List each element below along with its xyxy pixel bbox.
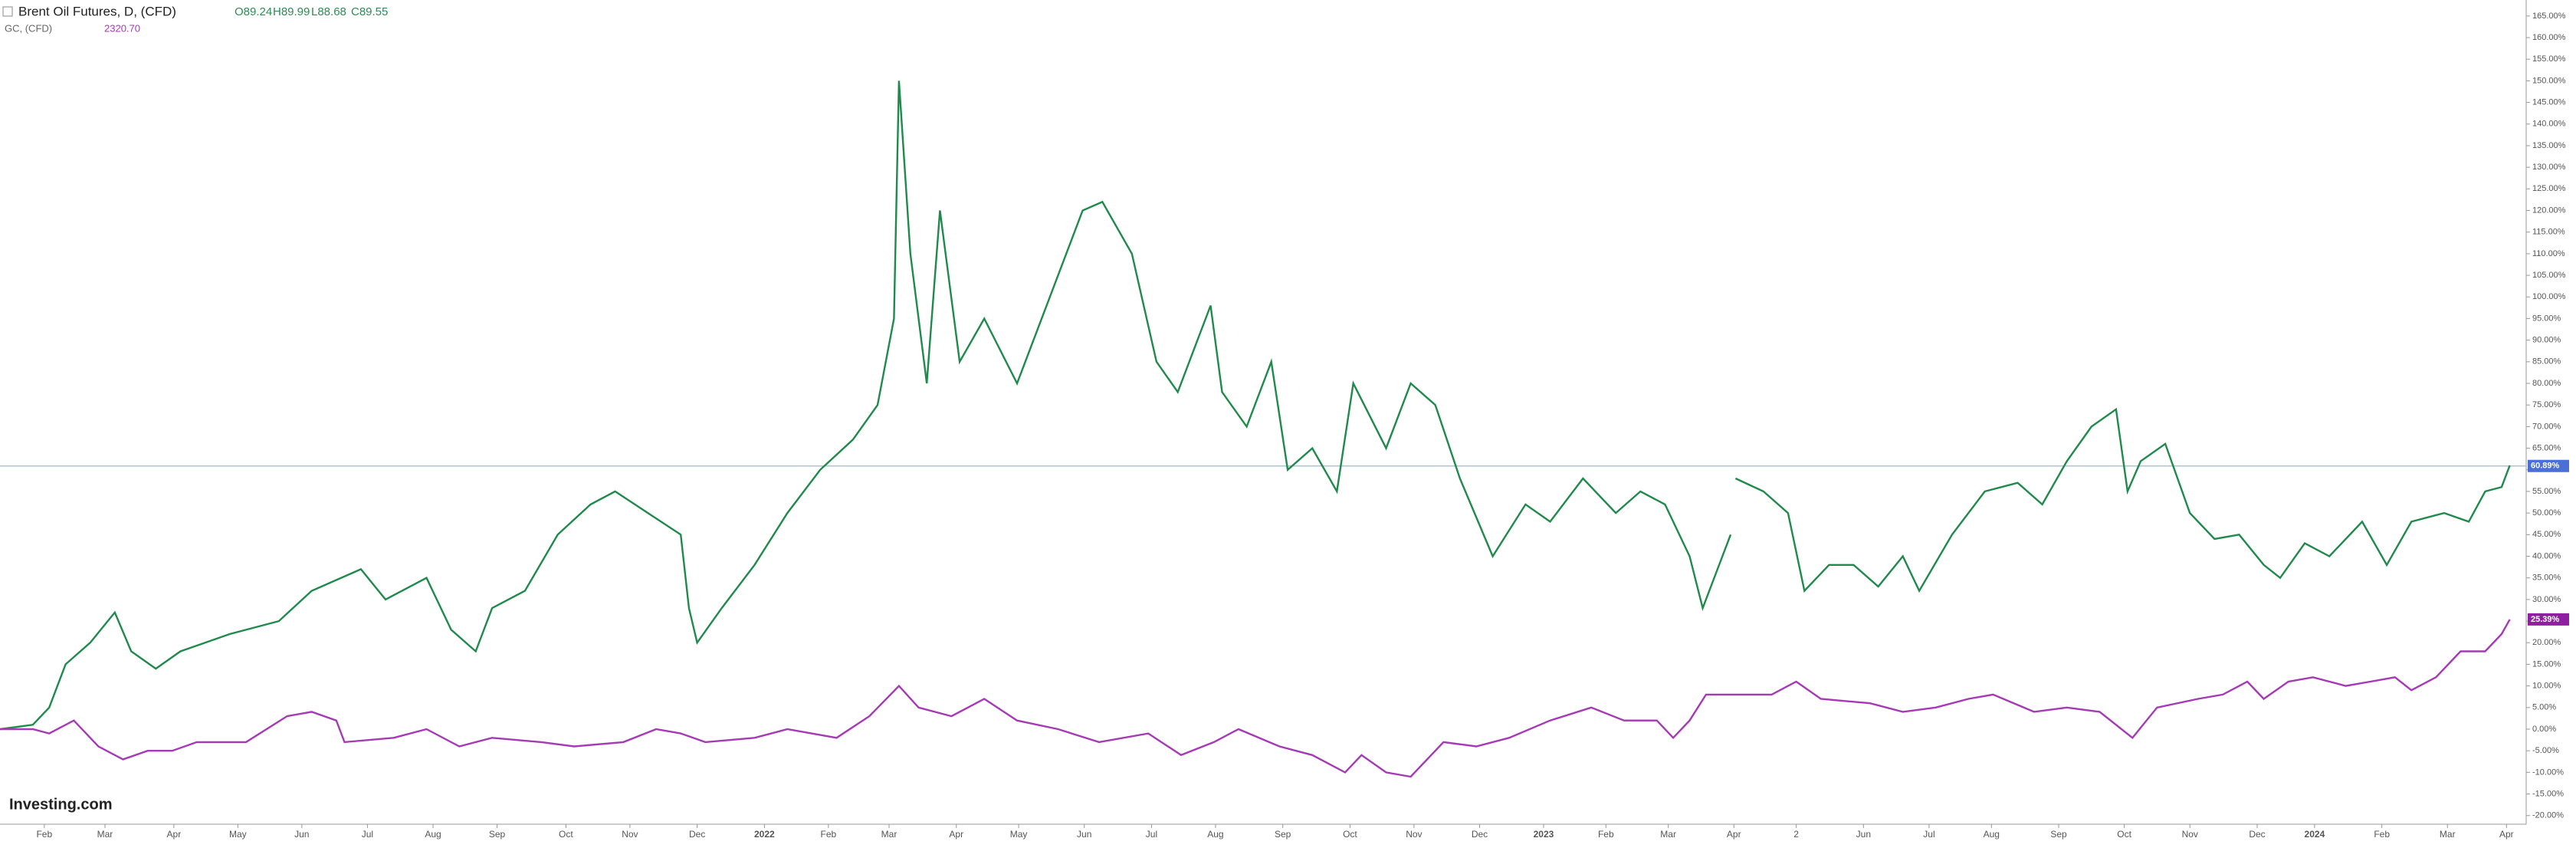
x-tick-label: Mar <box>881 829 897 840</box>
y-tick-label: 0.00% <box>2532 725 2556 734</box>
x-tick-label: Jun <box>1856 829 1871 840</box>
x-tick-label: Dec <box>689 829 705 840</box>
y-tick-label: 165.00% <box>2532 12 2566 21</box>
y-tick-label: 115.00% <box>2532 228 2565 237</box>
y-tick-label: 110.00% <box>2532 249 2565 258</box>
ohlc-close: C89.55 <box>351 5 388 18</box>
last-value-box <box>2528 613 2569 626</box>
x-tick-label: Oct <box>2117 829 2131 840</box>
y-tick-label: -20.00% <box>2532 811 2564 820</box>
x-tick-label: Mar <box>97 829 113 840</box>
symbol-title: Brent Oil Futures, D, (CFD) <box>18 4 176 18</box>
second-symbol: GC, (CFD) <box>5 22 52 34</box>
y-tick-label: 90.00% <box>2532 336 2561 345</box>
y-tick-label: 70.00% <box>2532 422 2561 431</box>
x-tick-label: Mar <box>1660 829 1676 840</box>
x-tick-label: Aug <box>1207 829 1223 840</box>
x-tick-label: Jul <box>1923 829 1934 840</box>
y-tick-label: 35.00% <box>2532 574 2561 583</box>
x-tick-label: Mar <box>2440 829 2456 840</box>
x-tick-label: Nov <box>622 829 638 840</box>
x-tick-label: Sep <box>1275 829 1291 840</box>
x-tick-label: 2 <box>1793 829 1799 840</box>
y-tick-label: 100.00% <box>2532 292 2566 301</box>
y-tick-label: -15.00% <box>2532 789 2564 798</box>
x-tick-label: Sep <box>489 829 506 840</box>
last-value-label: 60.89% <box>2531 462 2560 471</box>
y-tick-label: 150.00% <box>2532 76 2566 85</box>
x-tick-label: May <box>1010 829 1028 840</box>
second-value: 2320.70 <box>104 22 140 34</box>
x-tick-label: Jun <box>294 829 309 840</box>
x-tick-label: Sep <box>2050 829 2067 840</box>
x-tick-label: Jul <box>1146 829 1157 840</box>
x-tick-label: Jun <box>1077 829 1091 840</box>
x-tick-label: Nov <box>2182 829 2198 840</box>
y-tick-label: 50.00% <box>2532 508 2561 518</box>
y-tick-label: 120.00% <box>2532 205 2566 215</box>
y-tick-label: 75.00% <box>2532 400 2561 409</box>
y-tick-label: 145.00% <box>2532 98 2566 107</box>
x-tick-label: 2022 <box>754 829 775 840</box>
x-tick-label: Aug <box>1984 829 2000 840</box>
y-tick-label: 30.00% <box>2532 595 2561 604</box>
y-tick-label: 105.00% <box>2532 271 2566 280</box>
y-tick-label: 20.00% <box>2532 638 2561 647</box>
x-tick-label: Feb <box>2374 829 2390 840</box>
y-tick-label: 125.00% <box>2532 184 2566 193</box>
y-tick-label: 155.00% <box>2532 54 2566 64</box>
y-tick-label: 130.00% <box>2532 163 2566 172</box>
y-tick-label: 10.00% <box>2532 682 2561 691</box>
y-tick-label: 95.00% <box>2532 314 2561 323</box>
y-tick-label: 80.00% <box>2532 379 2561 388</box>
y-tick-label: -10.00% <box>2532 767 2564 777</box>
series-line <box>0 619 2511 778</box>
y-tick-label: 40.00% <box>2532 551 2561 560</box>
x-tick-label: Apr <box>2499 829 2514 840</box>
ohlc-low: L88.68 <box>311 5 346 18</box>
collapse-icon[interactable] <box>2 6 13 17</box>
x-tick-label: Oct <box>1343 829 1357 840</box>
x-tick-label: Aug <box>425 829 441 840</box>
x-tick-label: Oct <box>559 829 573 840</box>
x-tick-label: Apr <box>1727 829 1741 840</box>
y-tick-label: 15.00% <box>2532 659 2561 669</box>
ohlc-high: H89.99 <box>273 5 310 18</box>
y-tick-label: 55.00% <box>2532 487 2561 496</box>
y-tick-label: 85.00% <box>2532 357 2561 366</box>
x-tick-label: 2023 <box>1534 829 1554 840</box>
x-tick-label: Apr <box>949 829 963 840</box>
y-tick-label: 45.00% <box>2532 530 2561 539</box>
y-tick-label: 65.00% <box>2532 443 2561 452</box>
x-tick-label: May <box>229 829 247 840</box>
x-tick-label: Dec <box>1472 829 1488 840</box>
x-tick-label: 2024 <box>2305 829 2325 840</box>
series-line <box>0 81 2511 731</box>
logo: Investing.com <box>9 796 112 813</box>
y-tick-label: -5.00% <box>2532 746 2559 755</box>
x-tick-label: Apr <box>167 829 182 840</box>
y-tick-label: 135.00% <box>2532 141 2566 150</box>
x-tick-label: Dec <box>2249 829 2265 840</box>
last-value-box <box>2528 459 2569 472</box>
x-tick-label: Feb <box>1598 829 1614 840</box>
y-tick-label: 5.00% <box>2532 703 2556 712</box>
y-tick-label: 140.00% <box>2532 120 2566 129</box>
ohlc-open: O89.24 <box>235 5 272 18</box>
x-tick-label: Jul <box>362 829 373 840</box>
x-tick-label: Nov <box>1406 829 1422 840</box>
x-tick-label: Feb <box>820 829 836 840</box>
last-value-label: 25.39% <box>2531 615 2560 624</box>
x-tick-label: Feb <box>36 829 52 840</box>
y-tick-label: 160.00% <box>2532 33 2566 42</box>
